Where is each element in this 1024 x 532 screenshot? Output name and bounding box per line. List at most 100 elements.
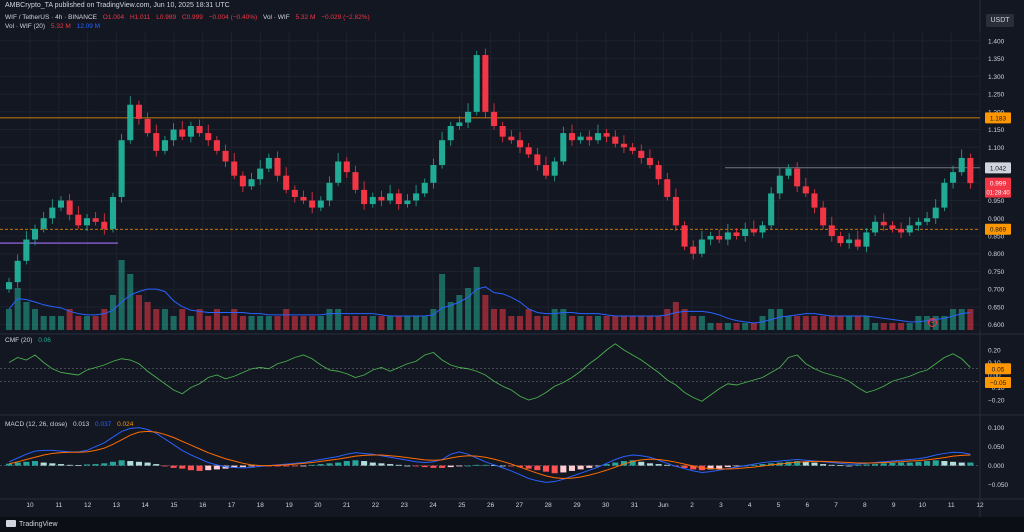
macd-histogram-bar — [49, 463, 56, 466]
volume-legend[interactable]: Vol · WIF (20) 5.32 M 12.09 M — [5, 22, 104, 31]
macd-histogram-bar — [638, 461, 645, 466]
candle-body — [967, 157, 974, 184]
time-tick-label: 30 — [602, 502, 610, 509]
candle-body — [135, 104, 142, 119]
time-tick-label: 21 — [343, 502, 351, 509]
macd-histogram-bar — [560, 465, 567, 473]
candle-body — [742, 228, 749, 236]
cmf-tick-label: 0.00 — [988, 373, 1001, 380]
macd-histogram-bar — [14, 462, 21, 466]
macd-histogram-bar — [196, 465, 203, 471]
volume-bar — [352, 316, 359, 330]
price-tick-label: 0.650 — [988, 304, 1005, 311]
candle-body — [672, 196, 679, 226]
volume-bar — [127, 274, 134, 330]
volume-indicator-label[interactable]: Vol · WIF (20) — [5, 23, 46, 30]
time-tick-label: 12 — [976, 502, 984, 509]
macd-histogram-bar — [6, 463, 13, 466]
volume-bar — [473, 267, 480, 330]
candle-body — [846, 239, 853, 244]
cmf-label[interactable]: CMF (20) — [5, 337, 33, 344]
tradingview-logo-icon — [6, 520, 16, 527]
candle-body — [681, 225, 688, 247]
candle-body — [542, 165, 550, 176]
macd-histogram-bar — [664, 464, 671, 466]
macd-histogram-bar — [889, 462, 896, 466]
cmf-legend[interactable]: CMF (20) 0.06 — [5, 336, 55, 345]
time-tick-label: 27 — [516, 502, 524, 509]
candle-body — [361, 189, 368, 205]
macd-label[interactable]: MACD (12, 26, close) — [5, 421, 68, 428]
macd-line-value: 0.037 — [95, 421, 112, 428]
volume-bar — [924, 316, 931, 330]
volume-label: Vol · WIF — [262, 14, 290, 21]
candle-body — [950, 172, 957, 183]
macd-tick-label: 0.100 — [988, 425, 1005, 432]
price-tick-label: 0.950 — [988, 198, 1005, 205]
volume-bar — [698, 316, 705, 330]
volume-bar — [75, 316, 82, 330]
volume-bar — [716, 323, 723, 330]
volume-bar — [958, 309, 965, 330]
volume-bar — [447, 302, 454, 330]
macd-histogram-bar — [205, 465, 212, 471]
candle-body — [213, 140, 220, 151]
volume-bar — [205, 316, 212, 330]
volume-bar — [40, 316, 47, 330]
macd-histogram-bar — [413, 465, 420, 467]
volume-bar — [326, 309, 333, 330]
candle-body — [352, 172, 359, 190]
price-legend[interactable]: WIF / TetherUS · 4h · BINANCE O1.004 H1.… — [5, 13, 374, 22]
time-tick-label: 25 — [458, 502, 466, 509]
price-tick-label: 1.400 — [988, 38, 1005, 45]
candle-body — [14, 260, 21, 283]
macd-histogram-bar — [759, 464, 766, 466]
volume-bar — [707, 323, 714, 330]
candle-body — [924, 218, 931, 222]
macd-histogram-bar — [620, 461, 627, 466]
candle-body — [828, 225, 835, 236]
macd-histogram-bar — [404, 465, 411, 467]
price-tick-label: 0.750 — [988, 269, 1005, 276]
macd-histogram-bar — [127, 461, 134, 466]
cmf-value-tag-bg — [985, 363, 1011, 375]
low-value: L0.989 — [156, 14, 177, 21]
macd-histogram-bar — [854, 464, 861, 466]
macd-histogram-bar — [525, 465, 532, 469]
time-tick-label: 8 — [863, 502, 867, 509]
currency-button[interactable]: USDT — [986, 14, 1014, 27]
volume-bar — [846, 316, 853, 330]
macd-histogram-bar — [118, 460, 125, 466]
volume-bar — [248, 316, 255, 330]
macd-histogram-bar — [872, 464, 879, 466]
volume-bar — [906, 323, 913, 330]
settings-icon[interactable]: ⚙ — [928, 318, 937, 327]
candle-body — [516, 140, 524, 148]
macd-legend[interactable]: MACD (12, 26, close) 0.013 0.037 0.024 — [5, 420, 137, 429]
candle-body — [83, 218, 91, 226]
time-tick-label: 26 — [487, 502, 495, 509]
volume-bar — [863, 316, 870, 330]
macd-histogram-bar — [439, 465, 446, 468]
macd-histogram-bar — [820, 464, 827, 466]
volume-bar — [638, 316, 645, 330]
volume-bar — [629, 316, 636, 330]
symbol-label[interactable]: WIF / TetherUS · 4h · BINANCE — [5, 14, 97, 21]
volume-bar — [499, 309, 506, 330]
chart-canvas[interactable]: 1.4001.3501.3001.2501.2001.1501.1001.050… — [0, 0, 1024, 517]
volume-bar — [508, 316, 515, 330]
candle-body — [664, 179, 671, 197]
macd-histogram-bar — [915, 461, 922, 466]
macd-histogram-bar — [23, 461, 30, 466]
candle-body — [153, 133, 160, 151]
macd-histogram-bar — [101, 463, 108, 466]
time-tick-label: 17 — [228, 502, 236, 509]
candle-body — [638, 150, 645, 158]
volume-ma-value: 12.09 M — [76, 23, 101, 30]
candle-body — [690, 246, 697, 254]
volume-bar — [257, 316, 264, 330]
macd-histogram-bar — [681, 465, 688, 468]
volume-bar — [811, 316, 818, 330]
level-tag-bg — [985, 162, 1011, 174]
cmf-lower-tag-bg — [985, 377, 1011, 388]
